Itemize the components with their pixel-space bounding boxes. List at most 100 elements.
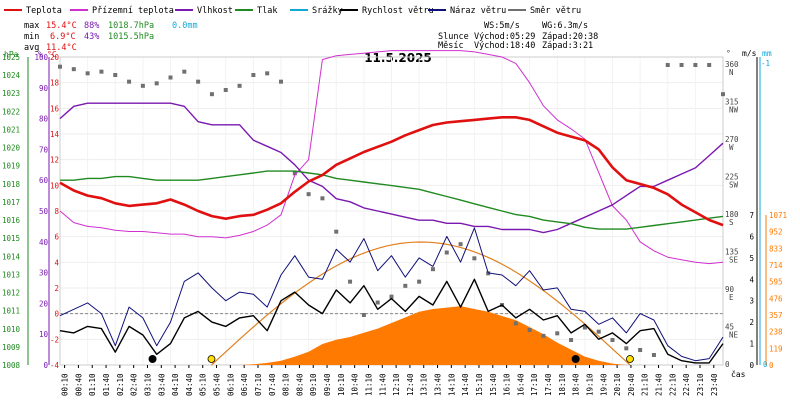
- ms-tick: 2: [749, 318, 754, 327]
- pct-tick: 40: [39, 238, 49, 247]
- wind-wg: WG:6.3m/s: [542, 21, 588, 31]
- stat-max-press: 1018.7hPa: [108, 21, 154, 31]
- stat-max-hum: 88%: [84, 21, 99, 31]
- wind-dir-point: [472, 256, 477, 261]
- moon-rise: Východ:18:40: [474, 41, 535, 51]
- pct-unit: %: [38, 50, 43, 59]
- stat-min-hum: 43%: [84, 32, 99, 42]
- hpa-tick: 1008: [2, 361, 21, 370]
- stats-block: max 15.4°C 88% 1018.7hPa 0.0mm min 6.9°C…: [24, 21, 198, 53]
- sun-moon-info: WS:5m/s WG:6.3m/s Slunce Východ:05:29 Zá…: [438, 21, 598, 51]
- x-tick-label: 11:10: [364, 373, 373, 396]
- dir-tick: 90: [725, 285, 735, 294]
- wind-dir-point: [665, 63, 670, 67]
- hpa-tick: 1021: [2, 125, 20, 134]
- x-tick-label: 01:10: [88, 373, 97, 396]
- pct-tick: 100: [34, 53, 48, 62]
- x-tick-label: 22:10: [668, 373, 677, 396]
- wind-dir-point: [596, 329, 601, 334]
- legend-label: Srážky: [312, 6, 343, 16]
- x-tick-label: 01:40: [102, 373, 111, 396]
- x-tick-label: 19:10: [585, 373, 594, 396]
- sun-set: Západ:20:38: [542, 32, 598, 42]
- pressure-line: [60, 170, 724, 230]
- wind-dir-point: [430, 267, 435, 272]
- wind-dir-point: [679, 63, 684, 67]
- x-tick-label: 16:40: [516, 373, 525, 396]
- temp-tick: 0: [54, 310, 59, 319]
- hpa-tick: 1025: [2, 53, 20, 62]
- moonset-marker: [148, 355, 157, 363]
- wind-dir-point: [113, 73, 118, 77]
- x-tick-label: 03:10: [143, 373, 152, 396]
- stat-min-label: min: [24, 32, 39, 42]
- hpa-tick: 1024: [2, 71, 21, 80]
- plot-area: [58, 50, 725, 366]
- dir-tick: 135: [725, 248, 739, 257]
- ground-temp-line: [59, 50, 724, 265]
- wind-dir-point: [707, 63, 712, 67]
- dir-label: SE: [729, 256, 739, 265]
- sun-rise: Východ:05:29: [474, 32, 535, 42]
- pct-tick: 30: [39, 269, 49, 278]
- x-tick-label: 21:10: [641, 373, 650, 396]
- solar-area: [60, 306, 723, 365]
- wind-dir-point: [458, 242, 463, 247]
- x-tick-label: 09:10: [309, 373, 318, 396]
- x-tick-label: 12:40: [406, 373, 415, 396]
- dir-label: NE: [729, 331, 739, 340]
- ms-tick: 5: [749, 254, 754, 263]
- x-tick-label: 11:40: [378, 373, 387, 396]
- x-tick-label: 03:40: [157, 373, 166, 396]
- sun-label: Slunce: [438, 32, 469, 42]
- ms-tick: 4: [749, 275, 754, 284]
- legend-label: Náraz větru: [450, 6, 506, 16]
- wind-line: [59, 278, 724, 364]
- hpa-tick: 1012: [2, 289, 20, 298]
- dir-label: E: [729, 293, 734, 302]
- x-tick-label: 06:40: [240, 373, 249, 396]
- x-tick-label: 07:10: [254, 373, 263, 396]
- pct-tick: 60: [39, 176, 49, 185]
- legend: Teplota Přízemní teplota Vlhkost Tlak Srážky…: [4, 6, 581, 16]
- x-tick-label: 14:10: [447, 373, 456, 396]
- pct-tick: 10: [39, 330, 49, 339]
- temp-tick: 10: [50, 181, 60, 190]
- temp-tick: 18: [50, 79, 60, 88]
- wind-dir-point: [306, 192, 311, 197]
- wind-dir-point: [279, 79, 283, 84]
- pct-tick: 0: [43, 361, 48, 370]
- wind-dir-point: [154, 81, 159, 86]
- wind-dir-point: [182, 69, 187, 74]
- sun-path: [211, 241, 631, 366]
- x-tick-label: 18:40: [572, 373, 581, 396]
- wind-dir-point: [582, 325, 587, 330]
- x-tick-label: 13:10: [420, 373, 429, 396]
- wind-dir-point: [555, 331, 560, 336]
- x-tick-label: 12:10: [392, 373, 401, 396]
- temp-tick: -4: [50, 361, 60, 370]
- x-tick-label: 08:10: [282, 373, 291, 396]
- deg-unit: °: [726, 49, 731, 58]
- solar-tick: 595: [769, 278, 783, 287]
- wind-dir-point: [541, 333, 546, 338]
- legend-label: Vlhkost: [197, 6, 233, 16]
- solar-tick: 1071: [769, 211, 787, 220]
- wind-dir-point: [348, 279, 353, 284]
- legend-label: Tlak: [257, 6, 277, 16]
- x-tick-label: 08:40: [295, 373, 304, 396]
- x-tick-label: 17:10: [530, 373, 539, 396]
- mm-unit: mm: [762, 49, 772, 58]
- x-tick-label: 07:40: [268, 373, 277, 396]
- dir-label: N: [729, 68, 734, 77]
- hpa-tick: 1010: [2, 325, 21, 334]
- dir-tick: 315: [725, 98, 739, 107]
- wind-dir-point: [389, 294, 394, 299]
- stat-avg-label: avg: [24, 43, 39, 53]
- x-tick-label: 22:40: [682, 373, 691, 396]
- solar-tick: 476: [769, 294, 783, 303]
- sunset-marker: [626, 355, 634, 363]
- wind-dir-point: [127, 79, 132, 84]
- dir-label: NW: [729, 106, 739, 115]
- dir-tick: 0: [725, 360, 730, 369]
